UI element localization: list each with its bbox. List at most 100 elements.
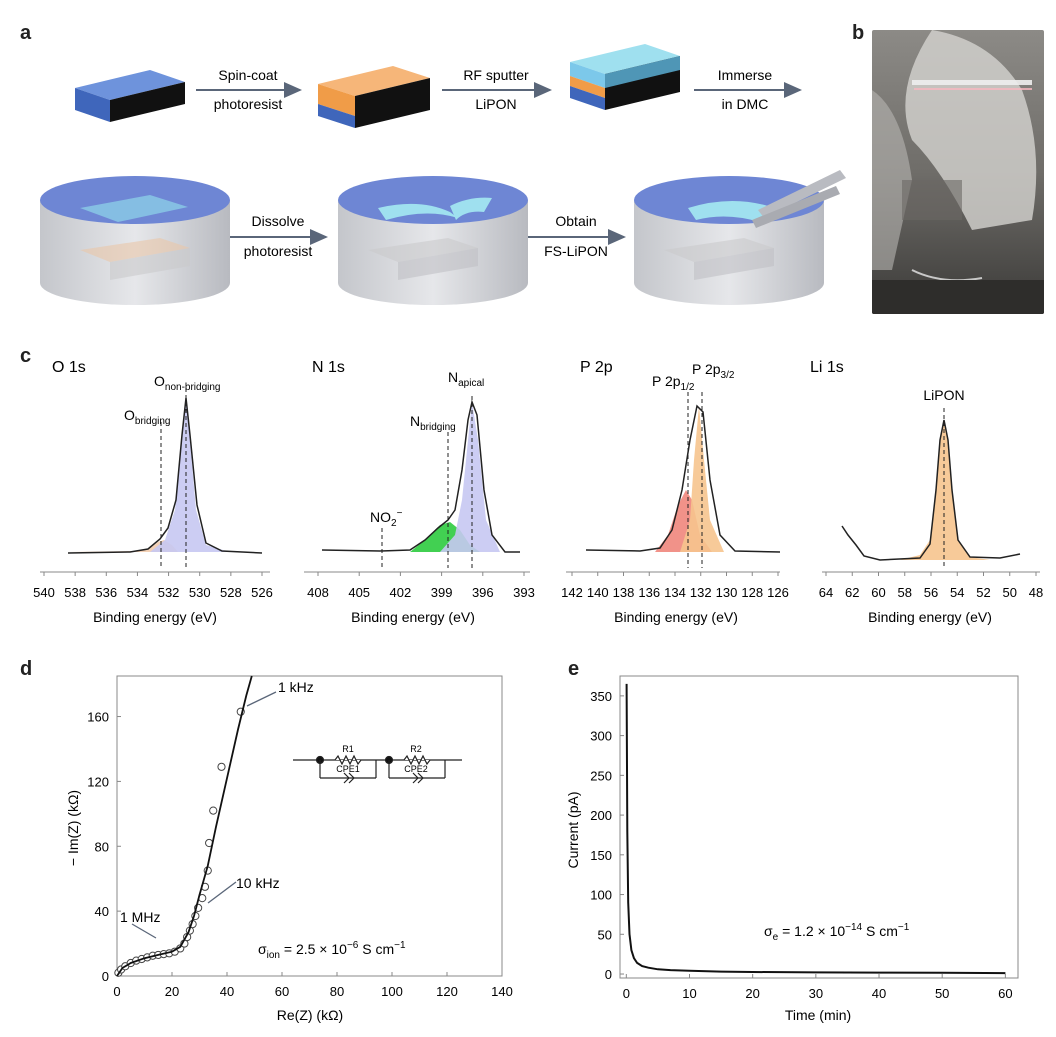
peak-o-nonbridging: Onon-bridging <box>154 373 221 393</box>
annot-10khz-arrow <box>207 881 237 904</box>
xps-tick-label: 538 <box>64 585 86 600</box>
nyquist-xtick-label: 60 <box>275 984 289 999</box>
xps-tick-label: 526 <box>251 585 273 600</box>
nyquist-point <box>217 762 226 771</box>
photoresist-block <box>318 66 430 128</box>
current-xticks: 0 10 20 30 40 50 60 <box>623 974 1013 1001</box>
current-ylabel: Current (pA) <box>565 791 581 868</box>
step-3-line1: Immerse <box>718 67 773 83</box>
xps-tick-label: 60 <box>871 585 885 600</box>
xps-tick-label: 48 <box>1029 585 1043 600</box>
xps-p2p-xlabel: Binding energy (eV) <box>614 609 738 625</box>
xps-tick-label: 530 <box>189 585 211 600</box>
annot-1mhz: 1 MHz <box>120 909 160 925</box>
vessel-1 <box>40 176 230 305</box>
xps-n1s: N 1s Napical Nbridging NO2− 408 405 402 399… <box>304 359 535 625</box>
xps-p2p-ticks: 142 140 138 136 134 132 130 128 126 <box>561 572 789 600</box>
xps-tick-label: 134 <box>664 585 686 600</box>
vessel-2 <box>338 176 528 305</box>
nyquist-xtick-label: 80 <box>330 984 344 999</box>
nyquist-plot: 0 40 80 120 160 0 20 40 60 80 100 120 140 − Im(Z) (… <box>65 675 513 1023</box>
xps-li1s-title: Li 1s <box>810 359 844 376</box>
current-ytick-label: 0 <box>605 967 612 982</box>
xps-li1s: Li 1s LiPON 64 62 60 58 56 54 52 50 48 Binding e… <box>810 359 1043 625</box>
peak-p-1-2: P 2p1/2 <box>652 373 695 393</box>
peak-p-3-2: P 2p3/2 <box>692 361 735 381</box>
peak-li-lipon: LiPON <box>923 387 964 403</box>
current-time-plot: 0 50 100 150 200 250 300 350 0 10 20 30 40 50 60 Curr… <box>565 675 1019 1023</box>
nyquist-xtick-label: 20 <box>165 984 179 999</box>
xps-p2p: P 2p P 2p1/2 P 2p3/2 142 140 138 136 134 132 1… <box>561 359 789 625</box>
panel-label-c: c <box>20 345 32 367</box>
circuit-cpe2: CPE2 <box>404 764 428 774</box>
step-4-line2: photoresist <box>244 243 313 259</box>
peak-n-apical: Napical <box>448 369 484 389</box>
step-2-line1: RF sputter <box>463 67 529 83</box>
panel-label-a: a <box>20 22 32 44</box>
annot-1mhz-arrow <box>131 923 157 939</box>
xps-tick-label: 136 <box>638 585 660 600</box>
xps-tick-label: 142 <box>561 585 583 600</box>
circuit-r2: R2 <box>410 744 422 754</box>
current-ytick-label: 150 <box>590 848 612 863</box>
peak-n-bridging: Nbridging <box>410 413 456 433</box>
fabrication-schematic: Spin-coat photoresist RF sputter LiPON I… <box>40 44 846 305</box>
nyquist-ytick-label: 120 <box>87 774 109 789</box>
vessel-3 <box>634 170 846 305</box>
xps-tick-label: 528 <box>220 585 242 600</box>
nyquist-ytick-label: 0 <box>102 969 109 984</box>
xps-o1s: O 1s Onon-bridging Obridging 540 538 536 53… <box>33 359 273 625</box>
current-ytick-label: 200 <box>590 808 612 823</box>
xps-tick-label: 126 <box>767 585 789 600</box>
current-xtick-label: 0 <box>623 986 630 1001</box>
current-xtick-label: 10 <box>682 986 696 1001</box>
xps-p2p-title: P 2p <box>580 359 613 376</box>
xps-tick-label: 393 <box>513 585 535 600</box>
xps-tick-label: 130 <box>716 585 738 600</box>
peak-o-bridging: Obridging <box>124 407 170 427</box>
current-ytick-label: 50 <box>598 927 612 942</box>
nyquist-point <box>209 806 218 815</box>
step-2-line2: LiPON <box>475 96 516 112</box>
xps-tick-label: 132 <box>690 585 712 600</box>
nyquist-ytick-label: 80 <box>95 839 109 854</box>
nyquist-xtick-label: 40 <box>220 984 234 999</box>
xps-tick-label: 54 <box>950 585 964 600</box>
current-yticks: 0 50 100 150 200 250 300 350 <box>590 689 624 982</box>
annot-1khz: 1 kHz <box>278 679 314 695</box>
xps-tick-label: 58 <box>898 585 912 600</box>
step-5-line2: FS-LiPON <box>544 243 608 259</box>
nyquist-xlabel: Re(Z) (kΩ) <box>277 1007 343 1023</box>
circuit-cpe1: CPE1 <box>336 764 360 774</box>
xps-n1s-ticks: 408 405 402 399 396 393 <box>307 572 535 600</box>
xps-tick-label: 408 <box>307 585 329 600</box>
substrate-block <box>75 70 185 122</box>
nyquist-ytick-label: 40 <box>95 904 109 919</box>
xps-tick-label: 138 <box>613 585 635 600</box>
xps-o1s-xlabel: Binding energy (eV) <box>93 609 217 625</box>
current-xtick-label: 30 <box>809 986 823 1001</box>
nyquist-points <box>114 707 245 977</box>
annot-10khz: 10 kHz <box>236 875 280 891</box>
step-1-line1: Spin-coat <box>218 67 277 83</box>
panel-label-d: d <box>20 658 33 680</box>
xps-tick-label: 128 <box>741 585 763 600</box>
current-xtick-label: 60 <box>998 986 1012 1001</box>
current-ytick-label: 350 <box>590 689 612 704</box>
nyquist-xtick-label: 120 <box>436 984 458 999</box>
current-xlabel: Time (min) <box>785 1007 851 1023</box>
nyquist-ytick-label: 160 <box>87 710 109 725</box>
current-xtick-label: 40 <box>872 986 886 1001</box>
sigma-e-label: σe = 1.2 × 10−14 S cm−1 <box>764 922 910 943</box>
xps-tick-label: 405 <box>348 585 370 600</box>
nyquist-xtick-label: 140 <box>491 984 513 999</box>
xps-n1s-xlabel: Binding energy (eV) <box>351 609 475 625</box>
current-ytick-label: 250 <box>590 768 612 783</box>
xps-tick-label: 50 <box>1003 585 1017 600</box>
current-frame <box>619 675 1019 979</box>
xps-tick-label: 64 <box>819 585 833 600</box>
xps-tick-label: 536 <box>95 585 117 600</box>
xps-tick-label: 52 <box>976 585 990 600</box>
photo-fs-lipon-tweezers <box>872 30 1044 314</box>
nyquist-ylabel: − Im(Z) (kΩ) <box>65 790 81 866</box>
